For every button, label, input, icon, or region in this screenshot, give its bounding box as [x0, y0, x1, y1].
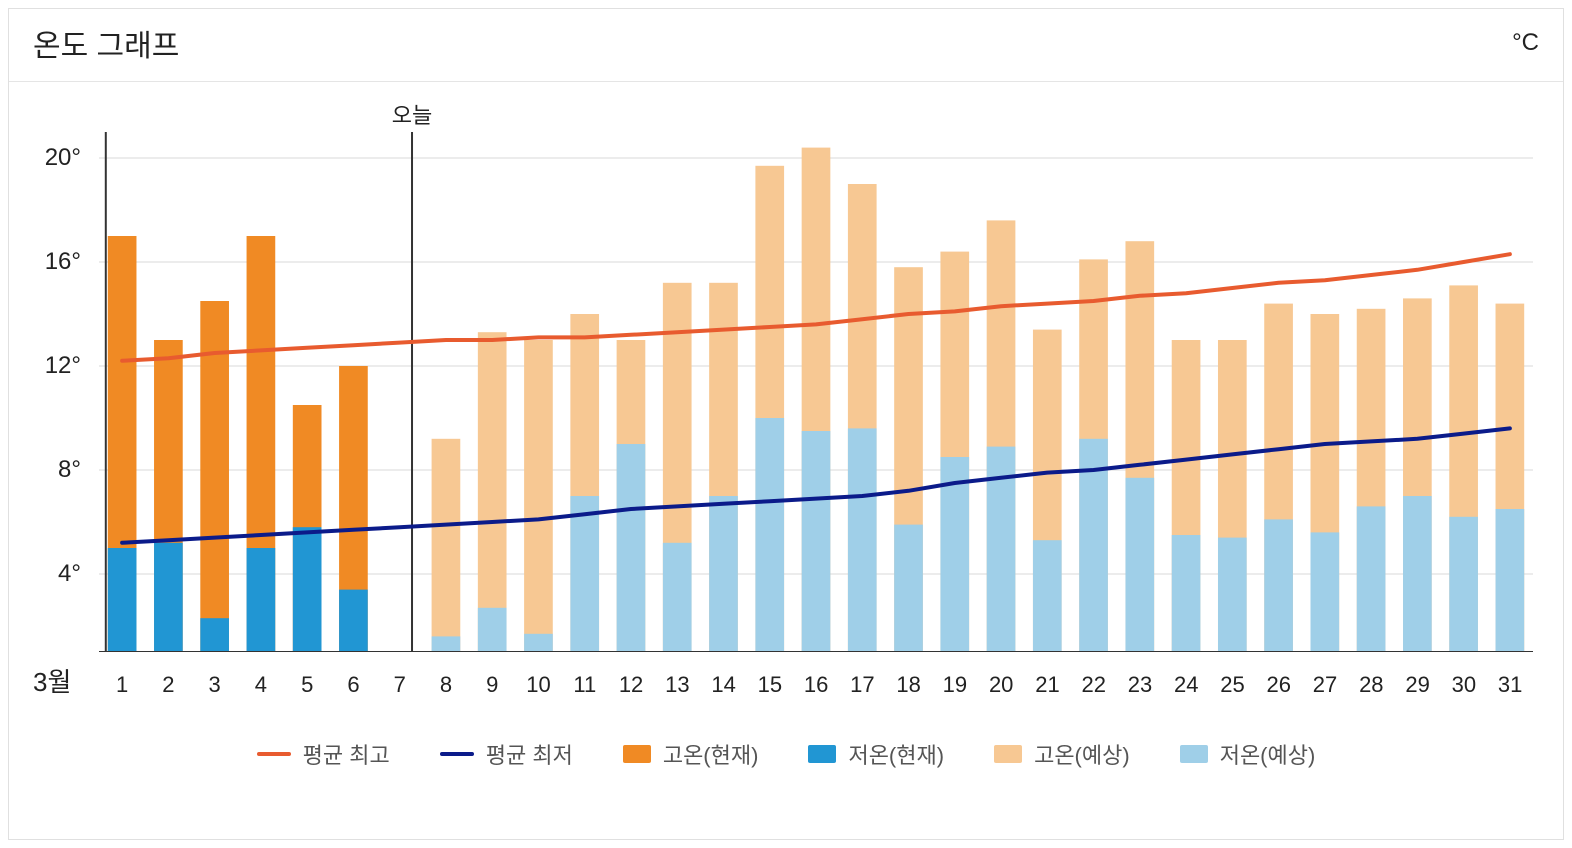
legend-high-current: 고온(현재) — [623, 738, 759, 770]
x-tick-label: 14 — [700, 672, 746, 698]
x-tick-label: 31 — [1487, 672, 1533, 698]
legend-avg-low: 평균 최저 — [440, 738, 573, 770]
today-marker-label: 오늘 — [392, 98, 432, 130]
x-tick-label: 28 — [1348, 672, 1394, 698]
x-tick-label: 22 — [1071, 672, 1117, 698]
x-tick-label: 10 — [515, 672, 561, 698]
x-tick-label: 1 — [99, 672, 145, 698]
y-tick-label: 20° — [45, 144, 81, 172]
x-tick-label: 9 — [469, 672, 515, 698]
legend-low-forecast-label: 저온(예상) — [1220, 738, 1316, 770]
x-tick-label: 7 — [377, 672, 423, 698]
x-tick-label: 30 — [1441, 672, 1487, 698]
x-axis-month-label: 3월 — [33, 662, 71, 699]
x-tick-label: 26 — [1256, 672, 1302, 698]
legend-low-forecast-swatch — [1180, 745, 1208, 763]
legend-avg-high-label: 평균 최고 — [303, 738, 390, 770]
x-tick-label: 5 — [284, 672, 330, 698]
y-tick-label: 8° — [58, 456, 81, 484]
legend-high-forecast: 고온(예상) — [994, 738, 1130, 770]
chart-header: 온도 그래프 °C — [9, 9, 1563, 82]
x-tick-label: 11 — [562, 672, 608, 698]
x-tick-label: 6 — [330, 672, 376, 698]
legend-high-current-swatch — [623, 745, 651, 763]
chart-unit: °C — [1512, 29, 1539, 57]
legend-low-forecast: 저온(예상) — [1180, 738, 1316, 770]
y-tick-label: 12° — [45, 352, 81, 380]
x-tick-label: 19 — [932, 672, 978, 698]
x-tick-label: 27 — [1302, 672, 1348, 698]
plot-area: 오늘 4°8°12°16°20° — [99, 132, 1533, 652]
x-tick-label: 2 — [145, 672, 191, 698]
legend-high-current-label: 고온(현재) — [663, 738, 759, 770]
legend: 평균 최고 평균 최저 고온(현재) 저온(현재) 고온(예상) 저온(예상) — [9, 702, 1563, 790]
legend-avg-high-swatch — [257, 752, 291, 756]
x-tick-label: 24 — [1163, 672, 1209, 698]
legend-low-current: 저온(현재) — [808, 738, 944, 770]
legend-low-current-label: 저온(현재) — [848, 738, 944, 770]
y-tick-label: 4° — [58, 560, 81, 588]
x-tick-label: 20 — [978, 672, 1024, 698]
chart-svg — [99, 132, 1533, 652]
x-tick-label: 3 — [192, 672, 238, 698]
legend-avg-high: 평균 최고 — [257, 738, 390, 770]
legend-low-current-swatch — [808, 745, 836, 763]
x-tick-label: 29 — [1394, 672, 1440, 698]
x-tick-label: 25 — [1209, 672, 1255, 698]
x-tick-label: 4 — [238, 672, 284, 698]
x-tick-label: 21 — [1024, 672, 1070, 698]
x-tick-label: 16 — [793, 672, 839, 698]
x-axis: 1234567891011121314151617181920212223242… — [99, 662, 1533, 698]
chart-title: 온도 그래프 — [33, 21, 179, 65]
y-tick-label: 16° — [45, 248, 81, 276]
x-tick-label: 15 — [747, 672, 793, 698]
x-tick-label: 12 — [608, 672, 654, 698]
x-tick-label: 18 — [886, 672, 932, 698]
x-tick-label: 17 — [839, 672, 885, 698]
x-tick-label: 23 — [1117, 672, 1163, 698]
legend-high-forecast-label: 고온(예상) — [1034, 738, 1130, 770]
x-tick-label: 8 — [423, 672, 469, 698]
legend-avg-low-swatch — [440, 752, 474, 756]
x-tick-label: 13 — [654, 672, 700, 698]
chart-container: 온도 그래프 °C 오늘 4°8°12°16°20° 3월 1234567891… — [8, 8, 1564, 840]
legend-high-forecast-swatch — [994, 745, 1022, 763]
legend-avg-low-label: 평균 최저 — [486, 738, 573, 770]
